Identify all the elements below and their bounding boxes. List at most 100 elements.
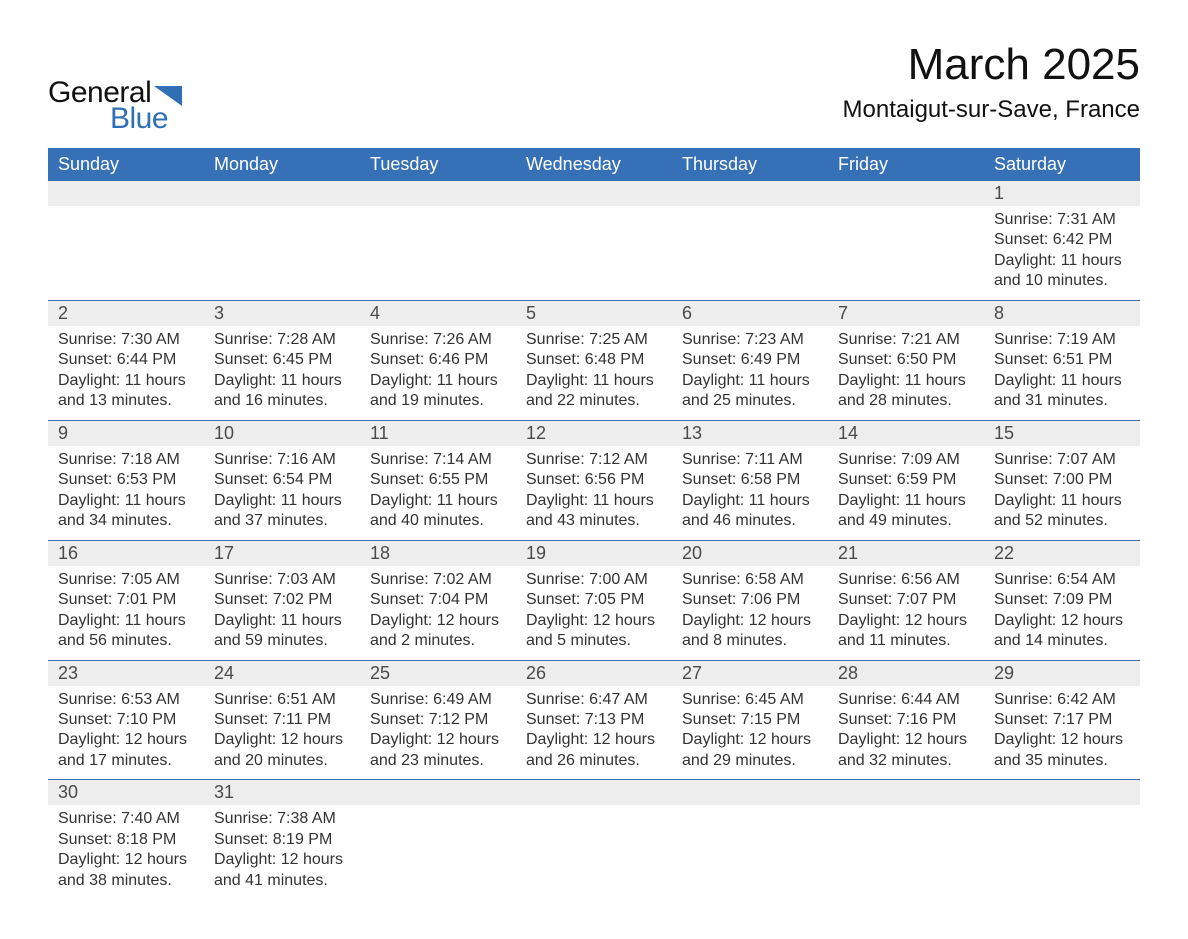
daylight-line-2: and 13 minutes. (58, 391, 194, 411)
calendar-day-cell: 1Sunrise: 7:31 AMSunset: 6:42 PMDaylight… (984, 181, 1140, 300)
daylight-line-1: Daylight: 11 hours (526, 371, 662, 391)
sunset-line: Sunset: 7:16 PM (838, 710, 974, 730)
daylight-line-1: Daylight: 11 hours (838, 491, 974, 511)
sunrise-line: Sunrise: 6:42 AM (994, 690, 1130, 710)
day-details: Sunrise: 7:19 AMSunset: 6:51 PMDaylight:… (984, 326, 1140, 420)
day-number: 18 (360, 541, 516, 566)
calendar-day-cell: 13Sunrise: 7:11 AMSunset: 6:58 PMDayligh… (672, 420, 828, 540)
sunset-line: Sunset: 7:05 PM (526, 590, 662, 610)
daylight-line-2: and 52 minutes. (994, 511, 1130, 531)
calendar-day-cell: 15Sunrise: 7:07 AMSunset: 7:00 PMDayligh… (984, 420, 1140, 540)
day-details: Sunrise: 7:23 AMSunset: 6:49 PMDaylight:… (672, 326, 828, 420)
day-details (48, 206, 204, 292)
daylight-line-2: and 28 minutes. (838, 391, 974, 411)
calendar-day-cell: 23Sunrise: 6:53 AMSunset: 7:10 PMDayligh… (48, 660, 204, 780)
daylight-line-2: and 40 minutes. (370, 511, 506, 531)
day-number: 8 (984, 301, 1140, 326)
day-number (516, 780, 672, 805)
day-number (984, 780, 1140, 805)
day-number: 1 (984, 181, 1140, 206)
sunrise-line: Sunrise: 7:25 AM (526, 330, 662, 350)
calendar-day-cell: 30Sunrise: 7:40 AMSunset: 8:18 PMDayligh… (48, 780, 204, 899)
calendar-day-cell: 19Sunrise: 7:00 AMSunset: 7:05 PMDayligh… (516, 540, 672, 660)
sunset-line: Sunset: 7:12 PM (370, 710, 506, 730)
daylight-line-1: Daylight: 11 hours (370, 371, 506, 391)
day-details: Sunrise: 6:51 AMSunset: 7:11 PMDaylight:… (204, 686, 360, 780)
daylight-line-1: Daylight: 12 hours (682, 611, 818, 631)
calendar-day-cell: 2Sunrise: 7:30 AMSunset: 6:44 PMDaylight… (48, 300, 204, 420)
calendar-day-cell: 17Sunrise: 7:03 AMSunset: 7:02 PMDayligh… (204, 540, 360, 660)
sunrise-line: Sunrise: 6:45 AM (682, 690, 818, 710)
day-details: Sunrise: 7:09 AMSunset: 6:59 PMDaylight:… (828, 446, 984, 540)
day-details: Sunrise: 7:14 AMSunset: 6:55 PMDaylight:… (360, 446, 516, 540)
calendar-column-header: Monday (204, 148, 360, 181)
day-details (672, 805, 828, 891)
calendar-day-cell (672, 181, 828, 300)
daylight-line-1: Daylight: 11 hours (214, 371, 350, 391)
calendar-day-cell: 8Sunrise: 7:19 AMSunset: 6:51 PMDaylight… (984, 300, 1140, 420)
day-number: 4 (360, 301, 516, 326)
daylight-line-2: and 16 minutes. (214, 391, 350, 411)
calendar-day-cell: 18Sunrise: 7:02 AMSunset: 7:04 PMDayligh… (360, 540, 516, 660)
daylight-line-1: Daylight: 11 hours (994, 251, 1130, 271)
calendar-day-cell: 24Sunrise: 6:51 AMSunset: 7:11 PMDayligh… (204, 660, 360, 780)
daylight-line-1: Daylight: 11 hours (838, 371, 974, 391)
sunset-line: Sunset: 6:50 PM (838, 350, 974, 370)
calendar-week-row: 9Sunrise: 7:18 AMSunset: 6:53 PMDaylight… (48, 420, 1140, 540)
day-details (984, 805, 1140, 891)
day-number (828, 181, 984, 206)
day-details: Sunrise: 6:47 AMSunset: 7:13 PMDaylight:… (516, 686, 672, 780)
page-title: March 2025 (843, 40, 1140, 90)
sunrise-line: Sunrise: 7:00 AM (526, 570, 662, 590)
daylight-line-1: Daylight: 12 hours (58, 730, 194, 750)
sunset-line: Sunset: 6:48 PM (526, 350, 662, 370)
day-details (828, 805, 984, 891)
sunset-line: Sunset: 6:55 PM (370, 470, 506, 490)
day-number: 22 (984, 541, 1140, 566)
sunrise-line: Sunrise: 7:02 AM (370, 570, 506, 590)
day-number: 15 (984, 421, 1140, 446)
day-number: 19 (516, 541, 672, 566)
day-details: Sunrise: 6:53 AMSunset: 7:10 PMDaylight:… (48, 686, 204, 780)
day-details: Sunrise: 7:21 AMSunset: 6:50 PMDaylight:… (828, 326, 984, 420)
sunset-line: Sunset: 6:51 PM (994, 350, 1130, 370)
day-details: Sunrise: 6:58 AMSunset: 7:06 PMDaylight:… (672, 566, 828, 660)
sunrise-line: Sunrise: 7:03 AM (214, 570, 350, 590)
daylight-line-2: and 59 minutes. (214, 631, 350, 651)
day-details: Sunrise: 6:56 AMSunset: 7:07 PMDaylight:… (828, 566, 984, 660)
sunrise-line: Sunrise: 6:54 AM (994, 570, 1130, 590)
calendar-column-header: Friday (828, 148, 984, 181)
day-number: 10 (204, 421, 360, 446)
sunrise-line: Sunrise: 7:30 AM (58, 330, 194, 350)
day-details: Sunrise: 7:26 AMSunset: 6:46 PMDaylight:… (360, 326, 516, 420)
sunset-line: Sunset: 7:00 PM (994, 470, 1130, 490)
day-details: Sunrise: 7:00 AMSunset: 7:05 PMDaylight:… (516, 566, 672, 660)
day-number: 16 (48, 541, 204, 566)
calendar-week-row: 2Sunrise: 7:30 AMSunset: 6:44 PMDaylight… (48, 300, 1140, 420)
daylight-line-2: and 20 minutes. (214, 751, 350, 771)
day-number (672, 780, 828, 805)
day-number: 21 (828, 541, 984, 566)
daylight-line-1: Daylight: 11 hours (214, 491, 350, 511)
calendar-day-cell (828, 780, 984, 899)
sunset-line: Sunset: 7:06 PM (682, 590, 818, 610)
day-number: 12 (516, 421, 672, 446)
daylight-line-2: and 23 minutes. (370, 751, 506, 771)
sunrise-line: Sunrise: 7:18 AM (58, 450, 194, 470)
day-details: Sunrise: 6:54 AMSunset: 7:09 PMDaylight:… (984, 566, 1140, 660)
daylight-line-1: Daylight: 11 hours (370, 491, 506, 511)
sunrise-line: Sunrise: 7:12 AM (526, 450, 662, 470)
day-number: 28 (828, 661, 984, 686)
calendar-day-cell: 4Sunrise: 7:26 AMSunset: 6:46 PMDaylight… (360, 300, 516, 420)
calendar-week-row: 16Sunrise: 7:05 AMSunset: 7:01 PMDayligh… (48, 540, 1140, 660)
day-number: 29 (984, 661, 1140, 686)
daylight-line-2: and 10 minutes. (994, 271, 1130, 291)
sunrise-line: Sunrise: 7:23 AM (682, 330, 818, 350)
calendar-column-header: Saturday (984, 148, 1140, 181)
sunrise-line: Sunrise: 7:11 AM (682, 450, 818, 470)
day-number: 30 (48, 780, 204, 805)
day-details: Sunrise: 7:16 AMSunset: 6:54 PMDaylight:… (204, 446, 360, 540)
day-number: 17 (204, 541, 360, 566)
sunrise-line: Sunrise: 7:07 AM (994, 450, 1130, 470)
daylight-line-2: and 14 minutes. (994, 631, 1130, 651)
